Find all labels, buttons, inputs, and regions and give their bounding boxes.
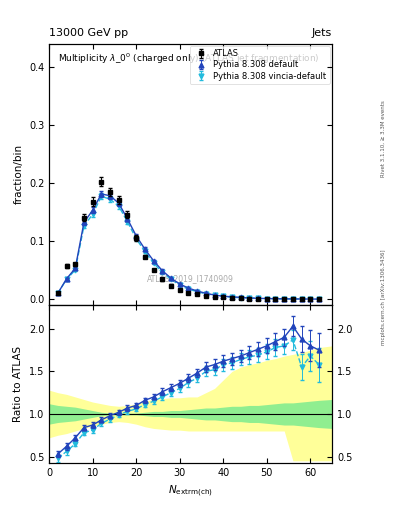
Y-axis label: fraction/bin: fraction/bin [13, 144, 23, 204]
Text: mcplots.cern.ch [arXiv:1306.3436]: mcplots.cern.ch [arXiv:1306.3436] [381, 249, 386, 345]
Legend: ATLAS, Pythia 8.308 default, Pythia 8.308 vincia-default: ATLAS, Pythia 8.308 default, Pythia 8.30… [190, 46, 330, 84]
Y-axis label: Ratio to ATLAS: Ratio to ATLAS [13, 346, 23, 422]
Text: Jets: Jets [312, 28, 332, 38]
Text: ATLAS_2019_I1740909: ATLAS_2019_I1740909 [147, 274, 234, 283]
Text: Multiplicity $\lambda\_0^0$ (charged only) (ATLAS jet fragmentation): Multiplicity $\lambda\_0^0$ (charged onl… [58, 51, 320, 66]
Text: 13000 GeV pp: 13000 GeV pp [49, 28, 128, 38]
X-axis label: $N_{\mathrm{extrm(ch)}}$: $N_{\mathrm{extrm(ch)}}$ [168, 484, 213, 499]
Text: Rivet 3.1.10, ≥ 3.3M events: Rivet 3.1.10, ≥ 3.3M events [381, 100, 386, 177]
